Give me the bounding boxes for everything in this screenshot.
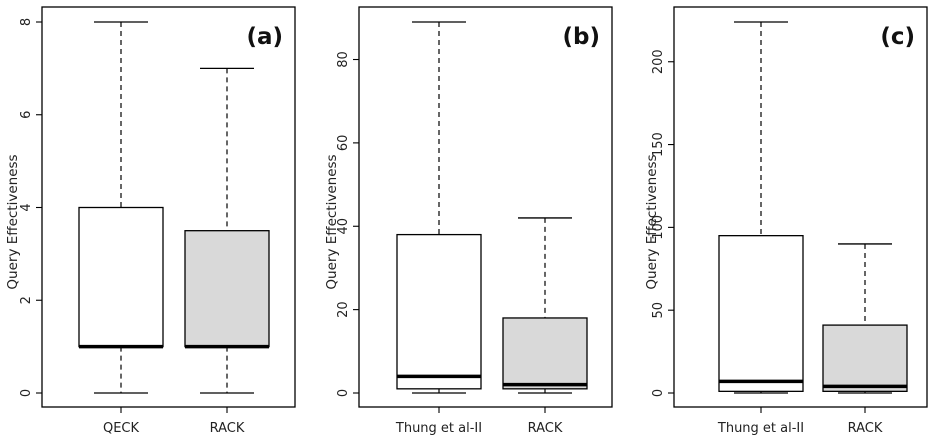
y-tick-label: 8 bbox=[19, 18, 34, 26]
y-tick-label: 0 bbox=[651, 389, 666, 397]
plot-frame bbox=[358, 6, 613, 408]
iqr-box bbox=[184, 230, 270, 348]
y-tick-label: 60 bbox=[336, 135, 351, 152]
y-tick-label: 4 bbox=[19, 203, 34, 211]
y-tick-label: 0 bbox=[19, 389, 34, 397]
iqr-box bbox=[396, 233, 482, 390]
iqr-box bbox=[502, 317, 588, 390]
y-tick-label: 50 bbox=[651, 302, 666, 319]
y-tick-label: 100 bbox=[651, 215, 666, 240]
x-category-label: Thung et al-II bbox=[717, 421, 804, 436]
box-thung-et-al-ii bbox=[718, 21, 804, 394]
y-axis-title: Query Effectiveness bbox=[5, 154, 21, 289]
y-tick-label: 40 bbox=[336, 218, 351, 235]
panel-b: 0 20 40 60 80 Query Effectiveness (b) Thung et … bbox=[324, 6, 613, 436]
panel-c: 0 50 100 150 200 Query Effectiveness (c) Thung … bbox=[644, 6, 928, 436]
panel-label: (b) bbox=[563, 24, 601, 50]
y-axis-title: Query Effectiveness bbox=[324, 154, 340, 289]
iqr-box bbox=[718, 235, 804, 392]
iqr-box bbox=[78, 206, 164, 348]
y-tick-label: 20 bbox=[336, 301, 351, 318]
panel-label: (c) bbox=[880, 24, 915, 50]
y-tick-label: 200 bbox=[651, 49, 666, 74]
box-rack bbox=[502, 217, 588, 394]
panel-label: (a) bbox=[246, 24, 283, 50]
box-thung-et-al-ii bbox=[396, 21, 482, 394]
box-rack bbox=[822, 243, 908, 394]
x-category-label: RACK bbox=[210, 421, 245, 436]
iqr-box bbox=[822, 324, 908, 392]
y-tick-label: 6 bbox=[19, 111, 34, 119]
box-rack bbox=[184, 67, 270, 394]
y-tick-label: 0 bbox=[336, 389, 351, 397]
x-category-label: RACK bbox=[848, 421, 883, 436]
y-tick-label: 2 bbox=[19, 296, 34, 304]
panel-a: 0 2 4 6 8 Query Effectiveness (a) QECK RACK bbox=[5, 6, 296, 436]
box-qeck bbox=[78, 21, 164, 394]
y-axis-title: Query Effectiveness bbox=[644, 154, 660, 289]
y-tick-label: 150 bbox=[651, 132, 666, 157]
plot-frame bbox=[673, 6, 928, 408]
x-category-label: QECK bbox=[103, 421, 140, 436]
x-category-label: Thung et al-II bbox=[395, 421, 482, 436]
x-category-label: RACK bbox=[528, 421, 563, 436]
y-tick-label: 80 bbox=[336, 51, 351, 68]
